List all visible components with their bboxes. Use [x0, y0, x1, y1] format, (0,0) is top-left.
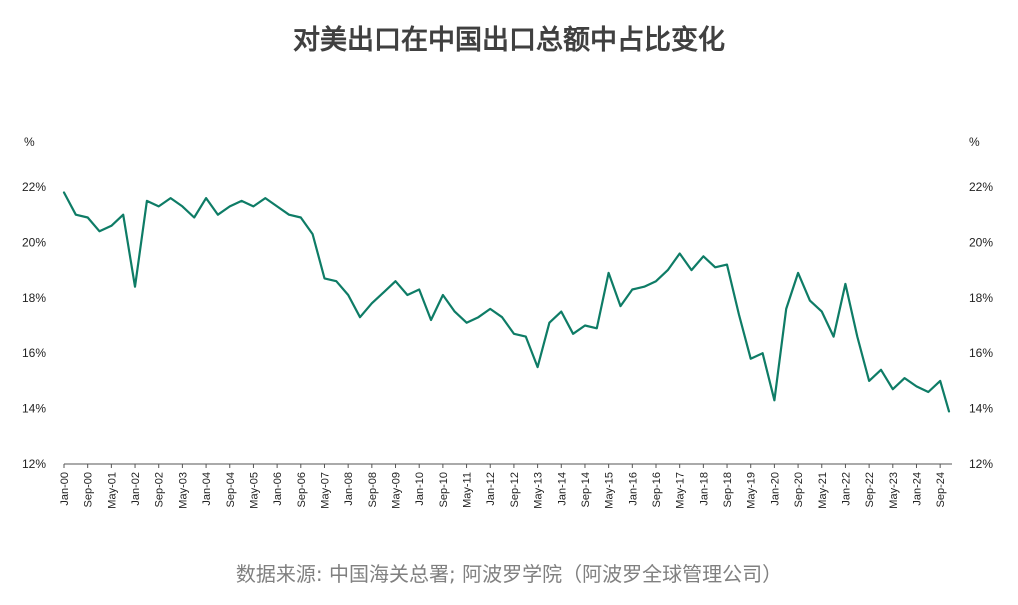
x-tick-label: Sep-22	[864, 472, 876, 507]
y-tick-label-left: 14%	[22, 402, 46, 416]
y-tick-label-left: 22%	[22, 180, 46, 194]
x-tick-label: May-23	[888, 472, 900, 509]
x-tick-label: May-03	[177, 472, 189, 509]
x-tick-label: Sep-00	[83, 472, 95, 507]
y-unit-label-right: %	[969, 135, 980, 149]
x-tick-label: Sep-12	[509, 472, 521, 507]
y-tick-label-right: 12%	[969, 457, 993, 471]
x-tick-label: May-15	[604, 472, 616, 509]
y-tick-label-right: 16%	[969, 346, 993, 360]
x-tick-label: Jan-24	[911, 472, 923, 506]
x-tick-label: May-11	[462, 472, 474, 508]
x-tick-label: Sep-10	[438, 472, 450, 507]
y-tick-label-right: 14%	[969, 402, 993, 416]
x-tick-label: Jan-20	[769, 472, 781, 506]
x-tick-label: May-17	[675, 472, 687, 509]
x-tick-label: Sep-06	[296, 472, 308, 507]
source-note: 数据来源: 中国海关总署; 阿波罗学院（阿波罗全球管理公司）	[235, 562, 783, 586]
x-tick-label: Jan-12	[485, 472, 497, 506]
x-tick-label: Sep-24	[935, 472, 947, 507]
x-tick-label: May-13	[533, 472, 545, 509]
x-tick-label: Sep-08	[367, 472, 379, 507]
chart-title: 对美出口在中国出口总额中占比变化	[293, 25, 725, 56]
y-tick-label-left: 12%	[22, 457, 46, 471]
x-tick-label: May-01	[106, 472, 118, 509]
x-tick-label: Sep-16	[651, 472, 663, 507]
x-tick-label: May-09	[391, 472, 403, 509]
x-tick-label: May-07	[319, 472, 331, 509]
y-tick-label-left: 18%	[22, 291, 46, 305]
y-tick-label-right: 18%	[969, 291, 993, 305]
series-line	[62, 191, 951, 413]
y-tick-label-left: 20%	[22, 235, 46, 249]
y-unit-label-left: %	[24, 135, 35, 149]
series-line-group	[62, 191, 951, 413]
x-tick-label: Jan-08	[343, 472, 355, 506]
x-tick-label: May-05	[248, 472, 260, 509]
x-tick-label: Jan-22	[840, 472, 852, 506]
x-tick-label: Sep-02	[154, 472, 166, 507]
x-tick-label: Sep-20	[793, 472, 805, 507]
x-tick-label: Jan-00	[59, 472, 71, 506]
x-tick-label: Sep-04	[225, 472, 237, 507]
y-tick-label-left: 16%	[22, 346, 46, 360]
x-tick-label: May-19	[746, 472, 758, 509]
x-tick-label: Jan-10	[414, 472, 426, 506]
x-tick-label: Jan-04	[201, 472, 213, 506]
x-tick-label: Jan-02	[130, 472, 142, 506]
x-tick-label: Sep-14	[580, 472, 592, 507]
x-tick-label: Sep-18	[722, 472, 734, 507]
x-tick-label: Jan-18	[698, 472, 710, 506]
x-tick-label: Jan-06	[272, 472, 284, 506]
y-tick-label-right: 22%	[969, 180, 993, 194]
tick-labels: 12% 12% 14% 14% 16% 16% 18% 18% 20% 20% 22% 22%% % Ja…	[22, 135, 993, 509]
x-tick-label: Jan-16	[627, 472, 639, 506]
y-tick-label-right: 20%	[969, 235, 993, 249]
x-tick-label: May-21	[817, 472, 829, 509]
x-tick-label: Jan-14	[556, 472, 568, 506]
chart-axes	[63, 463, 952, 468]
